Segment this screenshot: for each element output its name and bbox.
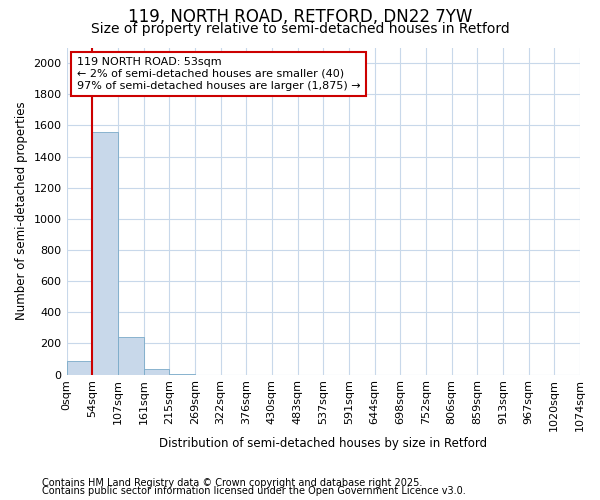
Bar [92, 132, 118, 374]
Text: Contains HM Land Registry data © Crown copyright and database right 2025.: Contains HM Land Registry data © Crown c… [42, 478, 422, 488]
Bar [67, 360, 92, 374]
Text: Size of property relative to semi-detached houses in Retford: Size of property relative to semi-detach… [91, 22, 509, 36]
Text: Contains public sector information licensed under the Open Government Licence v3: Contains public sector information licen… [42, 486, 466, 496]
Text: 119, NORTH ROAD, RETFORD, DN22 7YW: 119, NORTH ROAD, RETFORD, DN22 7YW [128, 8, 472, 26]
Bar [118, 337, 143, 374]
X-axis label: Distribution of semi-detached houses by size in Retford: Distribution of semi-detached houses by … [159, 437, 487, 450]
Text: 119 NORTH ROAD: 53sqm
← 2% of semi-detached houses are smaller (40)
97% of semi-: 119 NORTH ROAD: 53sqm ← 2% of semi-detac… [77, 58, 361, 90]
Y-axis label: Number of semi-detached properties: Number of semi-detached properties [15, 102, 28, 320]
Bar [143, 369, 169, 374]
